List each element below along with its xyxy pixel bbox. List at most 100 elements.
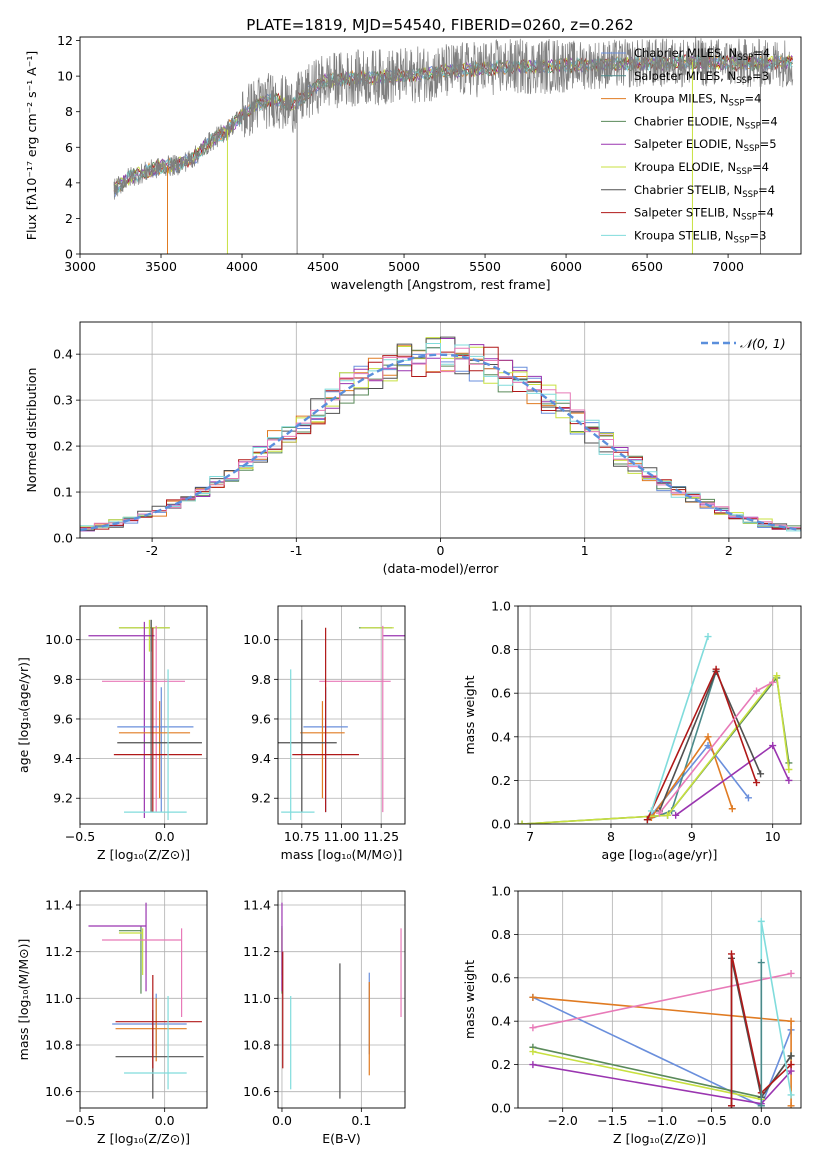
weight-series-line [650, 636, 709, 812]
legend-label: Salpeter STELIB, NSSP=4 [634, 206, 774, 223]
y-tick-label: 0.0 [491, 1101, 511, 1116]
weight-point-marker [769, 742, 777, 750]
x-tick-label: 0.0 [272, 1113, 292, 1128]
y-tick-label: 0.3 [53, 393, 73, 408]
x-tick-label: 7 [526, 829, 534, 844]
x-tick-label: −0.5 [65, 1113, 95, 1128]
legend: Chabrier MILES, NSSP=4 Salpeter MILES, NS… [601, 46, 778, 245]
weight-point-marker [727, 950, 735, 958]
weight-point-marker [518, 820, 526, 824]
legend-label: Kroupa STELIB, NSSP=3 [634, 228, 766, 245]
weight-point-marker [727, 1102, 735, 1108]
panel-residuals: -2 -1 0 1 2 0.0 0.1 0.2 0.3 0.4 (data-model)/error… [24, 321, 802, 576]
normal-curve-line [80, 353, 801, 532]
y-tick-label: 0.6 [491, 686, 511, 701]
x-tick-label: 10.75 [284, 829, 320, 844]
weight-series [647, 633, 712, 815]
y-tick-label: 4 [65, 175, 73, 190]
weight-series-line [521, 673, 790, 824]
y-tick-label: 9.6 [53, 711, 73, 726]
y-tick-label: 0.0 [53, 531, 73, 546]
axes-frame [277, 890, 406, 1109]
weight-series [672, 742, 793, 819]
panel-spectrum: 3000 3500 4000 4500 5000 5500 6000 6500 7000 0 2 4 6… [24, 33, 802, 292]
y-tick-label: 9.8 [251, 672, 271, 687]
legend-label: Salpeter MILES, NSSP=3 [634, 69, 769, 86]
y-tick-label: 11.0 [243, 991, 271, 1006]
panel-weight_vs_age: 7 8 9 10 0.0 0.2 0.4 0.6 0.8 1.0 age [log₁₀(age/yr… [462, 599, 802, 862]
y-tick-label: 9.2 [53, 791, 73, 806]
y-tick-label: 11.2 [45, 944, 73, 959]
x-tick-label: 6000 [550, 259, 582, 274]
weight-series [643, 665, 761, 824]
x-tick-label: −2.0 [548, 1113, 578, 1128]
weight-point-marker [757, 959, 765, 967]
plot-area [80, 891, 207, 1108]
weight-point-marker [529, 1024, 537, 1032]
y-tick-label: 0 [65, 247, 73, 262]
axes-frame [79, 890, 208, 1109]
x-tick-label: 0 [437, 543, 445, 558]
errorbar-point [117, 619, 202, 813]
x-tick-label: 1 [581, 543, 589, 558]
x-tick-label: 6500 [631, 259, 663, 274]
errorbar-point [102, 625, 185, 813]
weight-point-marker [787, 1102, 795, 1108]
x-tick-label: 3000 [64, 259, 96, 274]
weight-point-marker [787, 1052, 795, 1060]
x-tick-label: 0.0 [155, 829, 175, 844]
weight-point-marker [672, 811, 680, 819]
y-tick-label: 0.1 [53, 485, 73, 500]
x-tick-label: 10 [765, 829, 781, 844]
errorbar-point [118, 928, 144, 975]
errorbar-point [300, 701, 345, 799]
errorbar-point [118, 926, 142, 994]
weight-series [757, 959, 765, 1108]
plot-area [518, 891, 801, 1108]
y-tick-label: 9.6 [251, 711, 271, 726]
y-tick-label: 0.8 [491, 927, 511, 942]
y-tick-label: 8 [65, 104, 73, 119]
y-tick-label: 9.4 [53, 751, 73, 766]
x-tick-label: 7000 [712, 259, 744, 274]
y-tick-label: 2 [65, 211, 73, 226]
y-tick-label: 11.2 [243, 944, 271, 959]
weight-point-marker [704, 733, 712, 741]
errorbar-point [102, 928, 183, 1017]
legend: 𝒩(0, 1) [701, 336, 786, 351]
y-tick-label: 0.2 [491, 1057, 511, 1072]
figure-title: PLATE=1819, MJD=54540, FIBERID=0260, z=0… [246, 16, 633, 34]
weight-point-marker [712, 665, 720, 673]
y-axis-label: Normed distribution [24, 368, 39, 493]
panel-weight_vs_Z: −2.0 −1.5 −1.0 −0.5 0.0 0.0 0.2 0.4 0.6 0.8 1.0 Z [… [462, 884, 802, 1146]
weight-point-marker [643, 816, 651, 824]
x-axis-label: (data-model)/error [383, 561, 500, 576]
y-tick-label: 11.0 [45, 991, 73, 1006]
x-tick-label: 11.00 [324, 829, 360, 844]
weight-point-marker [529, 993, 537, 1001]
y-tick-label: 0.4 [491, 1014, 511, 1029]
y-tick-label: 10.6 [243, 1084, 271, 1099]
y-tick-label: 10.0 [243, 632, 271, 647]
y-tick-label: 0.2 [491, 773, 511, 788]
y-tick-label: 6 [65, 140, 73, 155]
x-tick-label: −0.5 [65, 829, 95, 844]
x-tick-label: 5500 [469, 259, 501, 274]
legend-label: Kroupa ELODIE, NSSP=4 [634, 160, 769, 177]
weight-series-line [532, 1050, 762, 1101]
x-tick-label: -1 [290, 543, 302, 558]
panel-mass_vs_Z: −0.5 0.0 10.6 10.8 11.0 11.2 11.4 Z [log₁₀(Z/Z⊙… [16, 890, 208, 1146]
errorbar-point [124, 996, 187, 1090]
weight-series [529, 969, 795, 1032]
plot-area [278, 891, 405, 1108]
plot-area [80, 606, 207, 824]
plot-area [113, 37, 794, 254]
weight-series [757, 917, 795, 1108]
errorbar-point [292, 627, 359, 813]
x-axis-label: age [log₁₀(age/yr)] [602, 847, 718, 862]
weight-point-marker [757, 770, 765, 778]
weight-series [647, 733, 736, 821]
weight-point-marker [753, 779, 761, 787]
legend-label: Kroupa MILES, NSSP=4 [634, 92, 761, 109]
weight-series [529, 993, 795, 1108]
